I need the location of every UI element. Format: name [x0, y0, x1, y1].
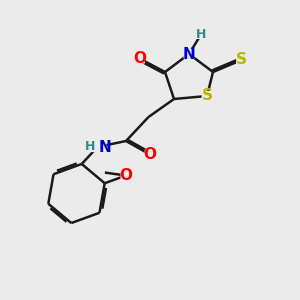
FancyBboxPatch shape	[202, 91, 212, 101]
Text: N: N	[99, 140, 112, 154]
FancyBboxPatch shape	[134, 53, 145, 64]
FancyBboxPatch shape	[196, 30, 206, 39]
FancyBboxPatch shape	[184, 49, 194, 59]
FancyBboxPatch shape	[89, 142, 106, 152]
Text: O: O	[143, 147, 157, 162]
Text: H: H	[85, 140, 95, 154]
FancyBboxPatch shape	[145, 149, 155, 160]
Text: N: N	[183, 46, 195, 62]
Text: O: O	[119, 168, 132, 183]
Text: S: S	[236, 52, 247, 68]
Text: O: O	[133, 51, 146, 66]
Text: H: H	[196, 28, 206, 41]
FancyBboxPatch shape	[120, 170, 131, 181]
FancyBboxPatch shape	[236, 55, 247, 65]
Text: S: S	[202, 88, 212, 104]
